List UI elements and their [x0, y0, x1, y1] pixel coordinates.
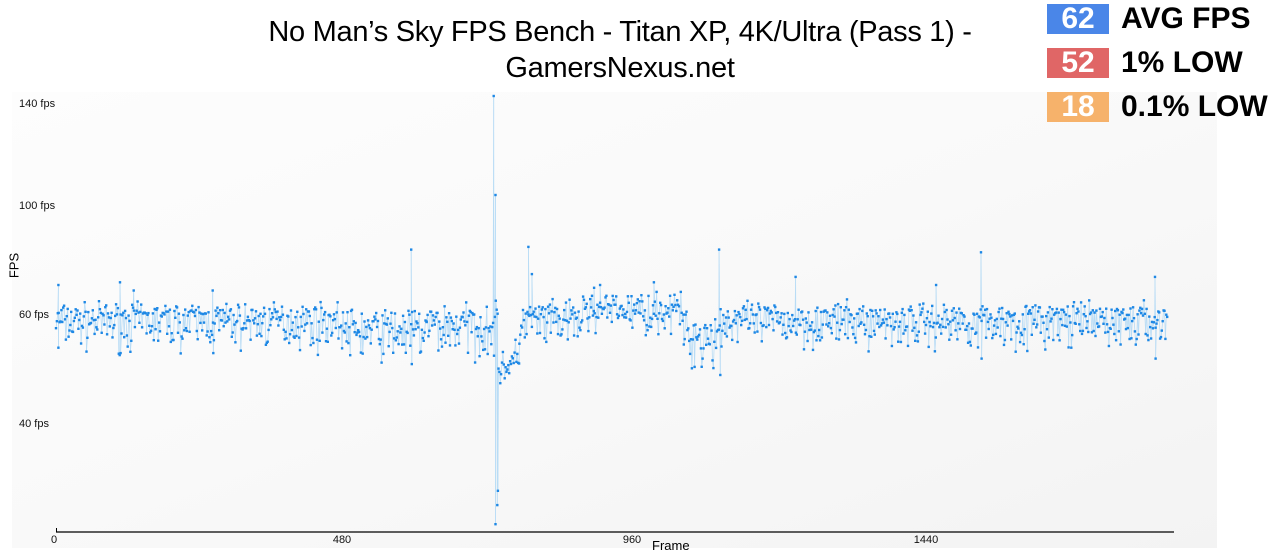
legend-01pct-low: 18 0.1% LOW [1047, 90, 1268, 124]
avg-fps-label: AVG FPS [1121, 2, 1251, 35]
chart-title-line-1: No Man’s Sky FPS Bench - Titan XP, 4K/Ul… [268, 16, 972, 48]
y-tick-140: 140 fps [19, 98, 56, 110]
01pct-low-label: 0.1% LOW [1121, 90, 1268, 123]
fps-series [54, 94, 1169, 526]
chart-title-line-2: GamersNexus.net [505, 52, 735, 84]
y-tick-100: 100 fps [19, 200, 56, 212]
01pct-low-badge: 18 [1047, 92, 1109, 122]
x-tick-0: 0 [50, 534, 58, 546]
x-tick-480: 480 [332, 534, 352, 546]
y-tick-40: 40 fps [19, 418, 49, 430]
legend-avg-fps: 62 AVG FPS [1047, 2, 1268, 36]
chart-title: No Man’s Sky FPS Bench - Titan XP, 4K/Ul… [210, 14, 1030, 86]
avg-fps-badge: 62 [1047, 4, 1109, 34]
x-tick-960: 960 [622, 534, 642, 546]
summary-legend: 62 AVG FPS 52 1% LOW 18 0.1% LOW [1047, 2, 1268, 134]
1pct-low-label: 1% LOW [1121, 46, 1243, 79]
x-tick-1440: 1440 [913, 534, 939, 546]
x-axis-label: Frame [652, 538, 690, 553]
1pct-low-badge: 52 [1047, 48, 1109, 78]
legend-1pct-low: 52 1% LOW [1047, 46, 1268, 80]
y-tick-60: 60 fps [19, 309, 49, 321]
